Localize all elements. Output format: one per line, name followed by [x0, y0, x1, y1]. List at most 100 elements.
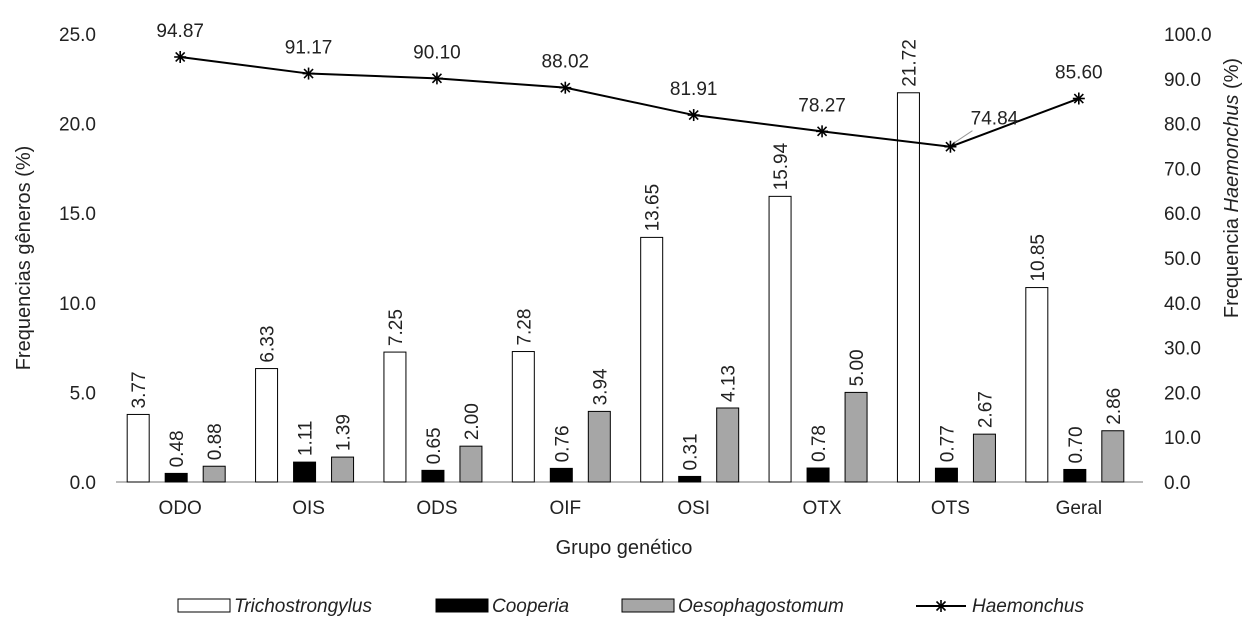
bar-label-oesophagostomum: 5.00	[847, 349, 868, 386]
bar-label-trichostrongylus: 6.33	[258, 326, 279, 363]
bar-label-trichostrongylus: 15.94	[771, 142, 792, 190]
haemonchus-marker	[174, 50, 187, 63]
y-tick-left: 0.0	[70, 473, 96, 494]
bar-trichostrongylus	[126, 413, 150, 483]
x-tick-label: OTX	[803, 498, 842, 519]
bar-label-cooperia: 0.76	[552, 425, 573, 462]
marker-stroke	[303, 68, 314, 79]
bar-label-trichostrongylus: 10.85	[1028, 234, 1049, 282]
bar-label-trichostrongylus: 13.65	[643, 184, 664, 232]
bar-cooperia	[164, 472, 188, 483]
x-tick-label: OIS	[292, 498, 325, 519]
y-tick-right: 60.0	[1164, 204, 1201, 225]
haemonchus-marker	[687, 109, 700, 122]
legend-label: Cooperia	[492, 596, 569, 617]
bar-trichostrongylus	[1025, 287, 1049, 483]
y-tick-right: 100.0	[1164, 25, 1212, 46]
bar-label-oesophagostomum: 0.88	[205, 423, 226, 460]
legend-label: Oesophagostomum	[678, 596, 844, 617]
marker-stroke	[688, 109, 699, 121]
haemonchus-labels: 94.87 91.17 90.10 88.02 81.91 78.27 74.84 85.60	[156, 21, 1103, 144]
y-axis-left: 0.0 5.0 10.0 15.0 20.0 25.0	[59, 25, 96, 494]
legend-item-cooperia: Cooperia	[435, 596, 569, 617]
bar-label-oesophagostomum: 2.67	[975, 391, 996, 428]
y-tick-right: 80.0	[1164, 115, 1201, 136]
y-tick-right: 50.0	[1164, 249, 1201, 270]
haemonchus-label: 85.60	[1055, 63, 1103, 84]
legend-label: Trichostrongylus	[234, 596, 372, 617]
haemonchus-marker	[816, 125, 829, 138]
bar-label-cooperia: 0.31	[681, 433, 702, 470]
bar-label-trichostrongylus: 7.25	[386, 309, 407, 346]
y-tick-left: 10.0	[59, 294, 96, 315]
legend-item-oesophagostomum: Oesophagostomum	[621, 596, 844, 617]
legend-swatch	[435, 598, 489, 613]
y-axis-right-title-suffix: (%)	[1221, 58, 1243, 95]
haemonchus-label: 78.27	[798, 95, 846, 116]
y-axis-right-title: Frequencia Haemonchus (%)	[1221, 58, 1243, 318]
bar-oesophagostomum	[1101, 430, 1125, 483]
x-tick-label: ODS	[416, 498, 457, 519]
legend-label: Haemonchus	[972, 596, 1084, 617]
bar-trichostrongylus	[896, 92, 920, 483]
x-tick-label: Geral	[1056, 498, 1102, 519]
bar-oesophagostomum	[331, 456, 355, 483]
x-axis: ODO OIS ODS OIF OSI OTX OTS Geral	[116, 481, 1143, 519]
y-tick-right: 70.0	[1164, 159, 1201, 180]
haemonchus-label: 91.17	[285, 38, 333, 59]
x-axis-title: Grupo genético	[556, 537, 693, 559]
bar-label-trichostrongylus: 7.28	[514, 309, 535, 346]
marker-stroke	[175, 51, 186, 63]
y-axis-right-title-italic: Haemonchus	[1221, 95, 1243, 213]
y-axis-right: 0.0 10.0 20.0 30.0 40.0 50.0 60.0 70.0 80.0 90.0 1…	[1164, 25, 1212, 494]
marker-stroke	[431, 73, 443, 84]
bars	[126, 92, 1125, 483]
legend-item-haemonchus: Haemonchus	[916, 596, 1084, 617]
marker-stroke	[1073, 93, 1084, 104]
bar-cooperia	[421, 469, 445, 483]
bar-oesophagostomum	[716, 407, 740, 483]
haemonchus-label: 81.91	[670, 79, 718, 100]
haemonchus-label: 88.02	[542, 52, 590, 73]
haemonchus-label: 74.84	[971, 109, 1019, 130]
bar-trichostrongylus	[768, 195, 792, 483]
x-tick-label: OIF	[549, 498, 581, 519]
bar-label-oesophagostomum: 3.94	[590, 368, 611, 405]
bar-oesophagostomum	[202, 465, 226, 483]
marker-stroke	[945, 141, 956, 152]
haemonchus-marker	[302, 67, 315, 80]
haemonchus-label-leader	[954, 130, 973, 144]
haemonchus-line-path	[180, 55, 1080, 148]
legend: Trichostrongylus Cooperia Oesophagostomum H…	[177, 596, 1084, 617]
bar-oesophagostomum	[587, 410, 611, 483]
bar-label-cooperia: 0.65	[424, 427, 445, 464]
x-tick-label: OTS	[931, 498, 970, 519]
bar-label-trichostrongylus: 21.72	[899, 39, 920, 87]
legend-swatch	[177, 598, 231, 613]
y-tick-right: 10.0	[1164, 428, 1201, 449]
bar-labels: 3.77 6.33 7.25 7.28 13.65 15.94 21.72 10.85 0.48…	[129, 39, 1125, 470]
y-tick-left: 20.0	[59, 115, 96, 136]
bar-label-cooperia: 1.11	[296, 421, 317, 457]
haemonchus-label: 94.87	[156, 21, 204, 42]
bar-oesophagostomum	[972, 433, 996, 483]
marker-stroke	[560, 82, 571, 93]
bar-label-cooperia: 0.77	[937, 425, 958, 462]
y-tick-right: 30.0	[1164, 339, 1201, 360]
y-tick-left: 15.0	[59, 204, 96, 225]
bar-trichostrongylus	[640, 236, 664, 483]
bar-cooperia	[293, 461, 317, 483]
legend-swatch	[621, 598, 675, 613]
bar-label-trichostrongylus: 3.77	[129, 371, 150, 408]
bar-label-cooperia: 0.78	[809, 425, 830, 462]
bar-label-oesophagostomum: 2.00	[462, 403, 483, 440]
legend-marker	[935, 600, 947, 612]
bar-trichostrongylus	[511, 351, 535, 483]
marker-stroke	[816, 126, 828, 137]
y-tick-right: 90.0	[1164, 70, 1201, 91]
y-axis-right-title-prefix: Frequencia	[1221, 212, 1243, 318]
bar-label-cooperia: 0.70	[1066, 426, 1087, 463]
bar-trichostrongylus	[255, 368, 279, 483]
bar-label-oesophagostomum: 1.39	[334, 414, 355, 451]
